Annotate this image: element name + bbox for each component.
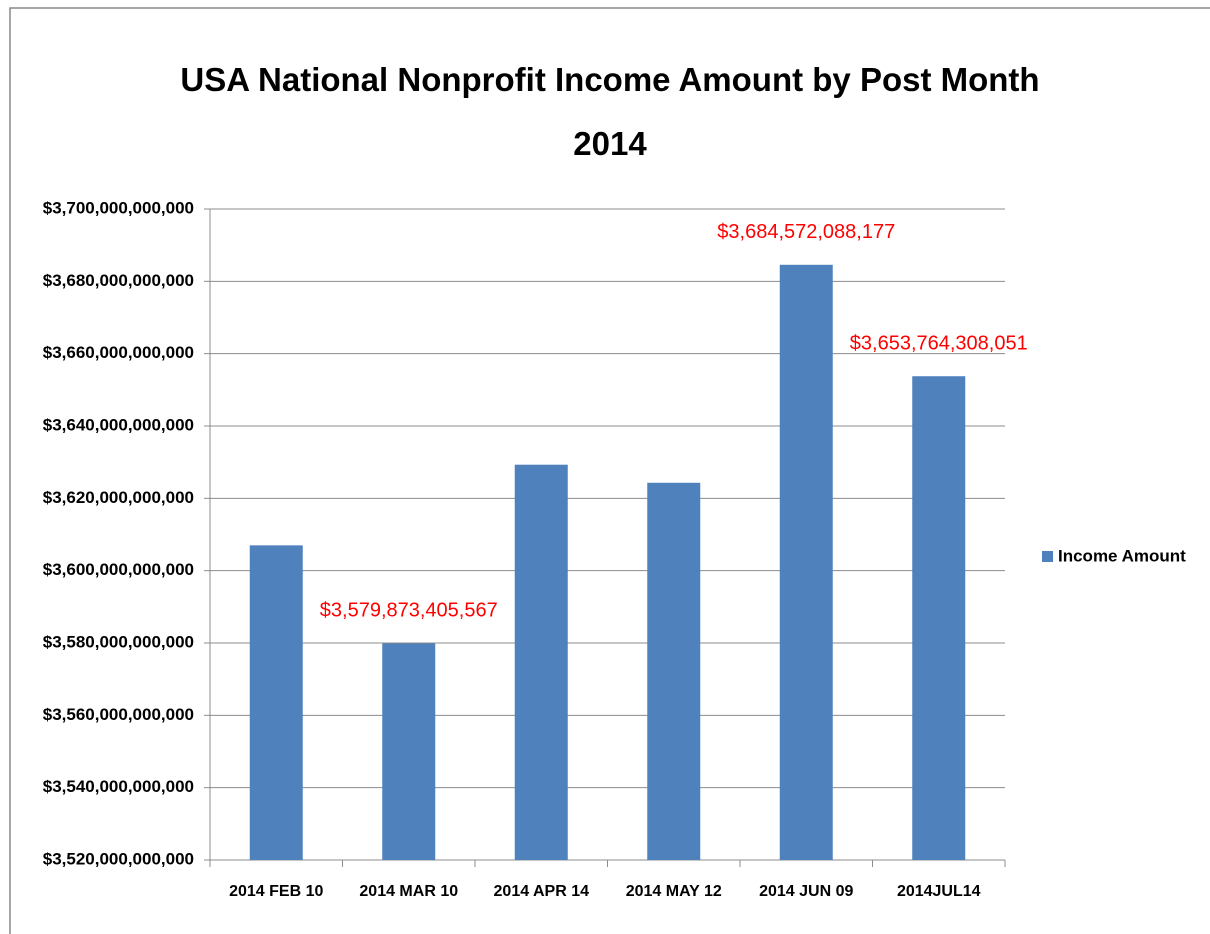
y-tick-label: $3,620,000,000,000 (43, 488, 194, 507)
chart-title: USA National Nonprofit Income Amount by … (180, 61, 1040, 162)
bar (382, 643, 436, 860)
bar (514, 464, 568, 860)
y-tick-label: $3,700,000,000,000 (43, 198, 194, 217)
y-tick-label: $3,660,000,000,000 (43, 343, 194, 362)
y-tick-label: $3,680,000,000,000 (43, 271, 194, 290)
x-tick-label: 2014 MAY 12 (626, 883, 722, 900)
bar (647, 482, 701, 860)
bar (249, 545, 303, 860)
x-tick-label: 2014 JUN 09 (759, 883, 853, 900)
data-label: $3,579,873,405,567 (320, 600, 498, 622)
y-tick-label: $3,520,000,000,000 (43, 849, 194, 868)
y-tick-label: $3,640,000,000,000 (43, 415, 194, 434)
x-tick-label: 2014 FEB 10 (229, 883, 323, 900)
x-tick-label: 2014 MAR 10 (359, 883, 458, 900)
chart-border (9, 7, 1210, 934)
x-tick-label: 2014 APR 14 (494, 883, 590, 900)
bar (779, 264, 833, 860)
data-label: $3,684,572,088,177 (717, 221, 895, 243)
data-label: $3,653,764,308,051 (850, 333, 1028, 355)
legend-swatch (1042, 551, 1053, 562)
y-tick-label: $3,600,000,000,000 (43, 560, 194, 579)
y-tick-label: $3,580,000,000,000 (43, 632, 194, 651)
legend-label: Income Amount (1058, 546, 1186, 565)
bar (912, 376, 966, 860)
y-tick-label: $3,560,000,000,000 (43, 705, 194, 724)
y-tick-label: $3,540,000,000,000 (43, 777, 194, 796)
x-tick-label: 2014JUL14 (897, 883, 981, 900)
